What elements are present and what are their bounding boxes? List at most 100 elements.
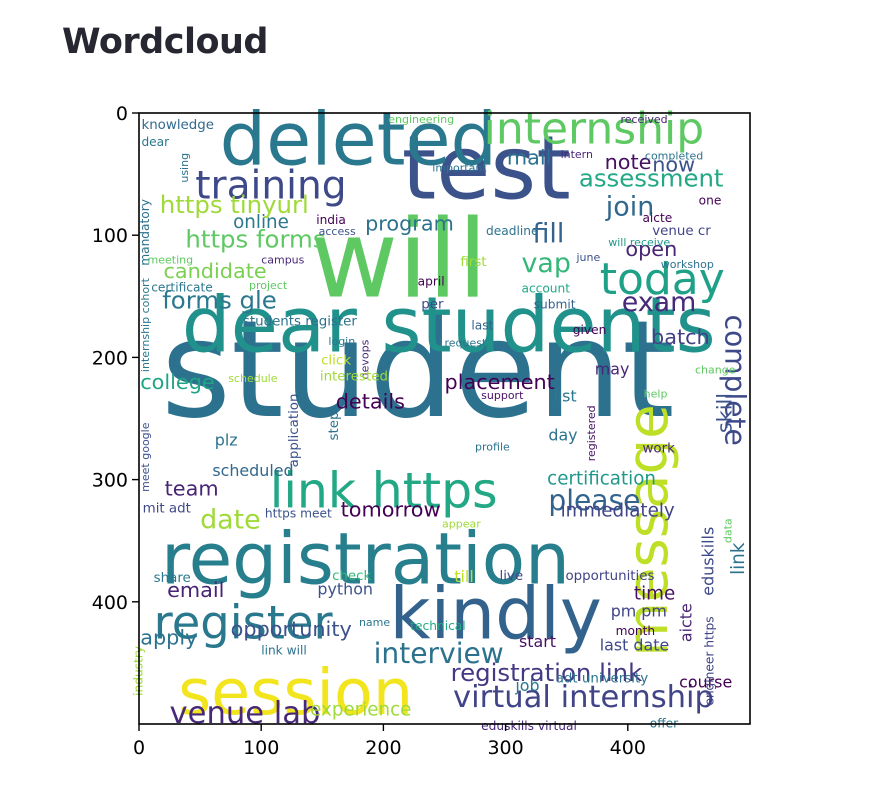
word-tomorrow: tomorrow	[341, 497, 441, 521]
word-venue-lab: venue lab	[170, 696, 321, 731]
word-virtual-internship: virtual internship	[453, 680, 714, 715]
word-session: session	[178, 655, 413, 729]
word-https-meet: https meet	[265, 506, 332, 520]
word-live: live	[499, 569, 523, 584]
word-access: access	[319, 225, 356, 238]
word-click: click	[321, 354, 351, 369]
word-student: student	[161, 291, 675, 448]
word-request: request	[445, 336, 488, 349]
word-schedule: schedule	[228, 372, 278, 385]
word-course: course	[679, 672, 732, 691]
y-tick-label: 200	[92, 347, 128, 369]
x-tick-label: 400	[610, 737, 646, 759]
word-https-tinyurl: https tinyurl	[160, 190, 309, 219]
word-one: one	[699, 194, 722, 208]
word-appear: appear	[442, 517, 481, 530]
word-aicte: aicte	[642, 211, 672, 225]
word-forms-gle: forms gle	[162, 286, 277, 315]
word-mail: mail	[507, 145, 552, 169]
word-eduskills: eduskills	[698, 527, 717, 596]
x-tick-label: 0	[133, 737, 145, 759]
word-link-will: link will	[261, 643, 307, 657]
word-completed: completed	[645, 149, 703, 162]
word-deleted: deleted	[220, 97, 497, 182]
word-candidate: candidate	[163, 259, 266, 283]
word-given: given	[573, 323, 607, 337]
word-name: name	[359, 616, 390, 629]
word-deadline: deadline	[486, 224, 538, 238]
word-day: day	[548, 425, 577, 444]
word-will-receive: will receive	[608, 236, 670, 249]
word-intern: intern	[561, 148, 593, 161]
word-placement: placement	[445, 370, 555, 394]
word-account: account	[521, 282, 570, 296]
word-engineer-https: engineer https	[702, 616, 716, 705]
word-data: data	[722, 518, 735, 543]
word-certificate: certificate	[151, 280, 213, 294]
word-june: june	[575, 251, 600, 264]
word-fill: fill	[532, 219, 564, 250]
word-plz: plz	[215, 430, 238, 449]
word-devops: devops	[359, 339, 372, 379]
word-adt-university: adt university	[556, 671, 649, 686]
word-till: till	[454, 567, 473, 586]
word-registration: registration	[161, 517, 570, 600]
word-please: please	[548, 484, 640, 517]
y-tick-label: 400	[92, 592, 128, 614]
word-kindly: kindly	[390, 572, 602, 655]
word-india: india	[316, 213, 346, 227]
word-python: python	[317, 579, 373, 598]
word-list: list	[553, 386, 576, 405]
word-online: online	[233, 212, 289, 233]
word-campus: campus	[261, 253, 304, 266]
x-axis: 0 100 200 300 400	[133, 724, 646, 759]
word-workshop: workshop	[661, 258, 714, 271]
word-note: note	[605, 150, 652, 174]
word-today: today	[600, 254, 725, 305]
word-open: open	[625, 237, 677, 261]
word-training: training	[195, 164, 346, 209]
word-batch: batch	[651, 325, 710, 349]
word-using: using	[178, 153, 191, 183]
word-first: first	[460, 255, 486, 270]
word-join: join	[605, 192, 654, 223]
word-immediately: immediately	[561, 500, 675, 521]
word-engineering: engineering	[388, 113, 454, 126]
word-help: help	[644, 388, 668, 401]
y-axis: 0 100 200 300 400	[92, 103, 139, 614]
word-opportunities: opportunities	[565, 569, 654, 584]
word-per: per	[421, 298, 444, 313]
word-knowledge: knowledge	[141, 118, 214, 133]
word-registration-link: registration link	[451, 658, 643, 687]
word-project: project	[249, 279, 288, 292]
word-submit: submit	[534, 298, 576, 312]
word-apply: apply	[140, 626, 197, 650]
y-tick-label: 300	[92, 470, 128, 492]
word-https-forms: https forms	[185, 224, 325, 253]
word-check: check	[332, 569, 371, 584]
page-title: Wordcloud	[62, 22, 268, 62]
word-college: college	[140, 370, 215, 394]
word-april: april	[418, 274, 445, 288]
word-meeting: meeting	[148, 253, 194, 266]
y-tick-label: 100	[92, 225, 128, 247]
plot-frame	[138, 112, 751, 725]
word-month: month	[616, 624, 656, 638]
word-received: received	[620, 113, 667, 126]
word-students-register: students register	[243, 315, 358, 330]
word-change: change	[695, 363, 736, 376]
word-test: test	[402, 117, 571, 220]
word-dear-students: dear students	[182, 281, 716, 370]
word-certification: certification	[547, 468, 656, 489]
word-important: important	[432, 162, 487, 175]
x-tick-label: 200	[365, 737, 401, 759]
word-vap: vap	[521, 248, 570, 279]
word-date: date	[200, 504, 261, 535]
word-time: time	[634, 583, 675, 604]
word-experience: experience	[310, 699, 411, 720]
word-link-https: link https	[270, 463, 498, 520]
word-may: may	[595, 360, 630, 379]
word-mandatory: mandatory	[138, 199, 152, 266]
